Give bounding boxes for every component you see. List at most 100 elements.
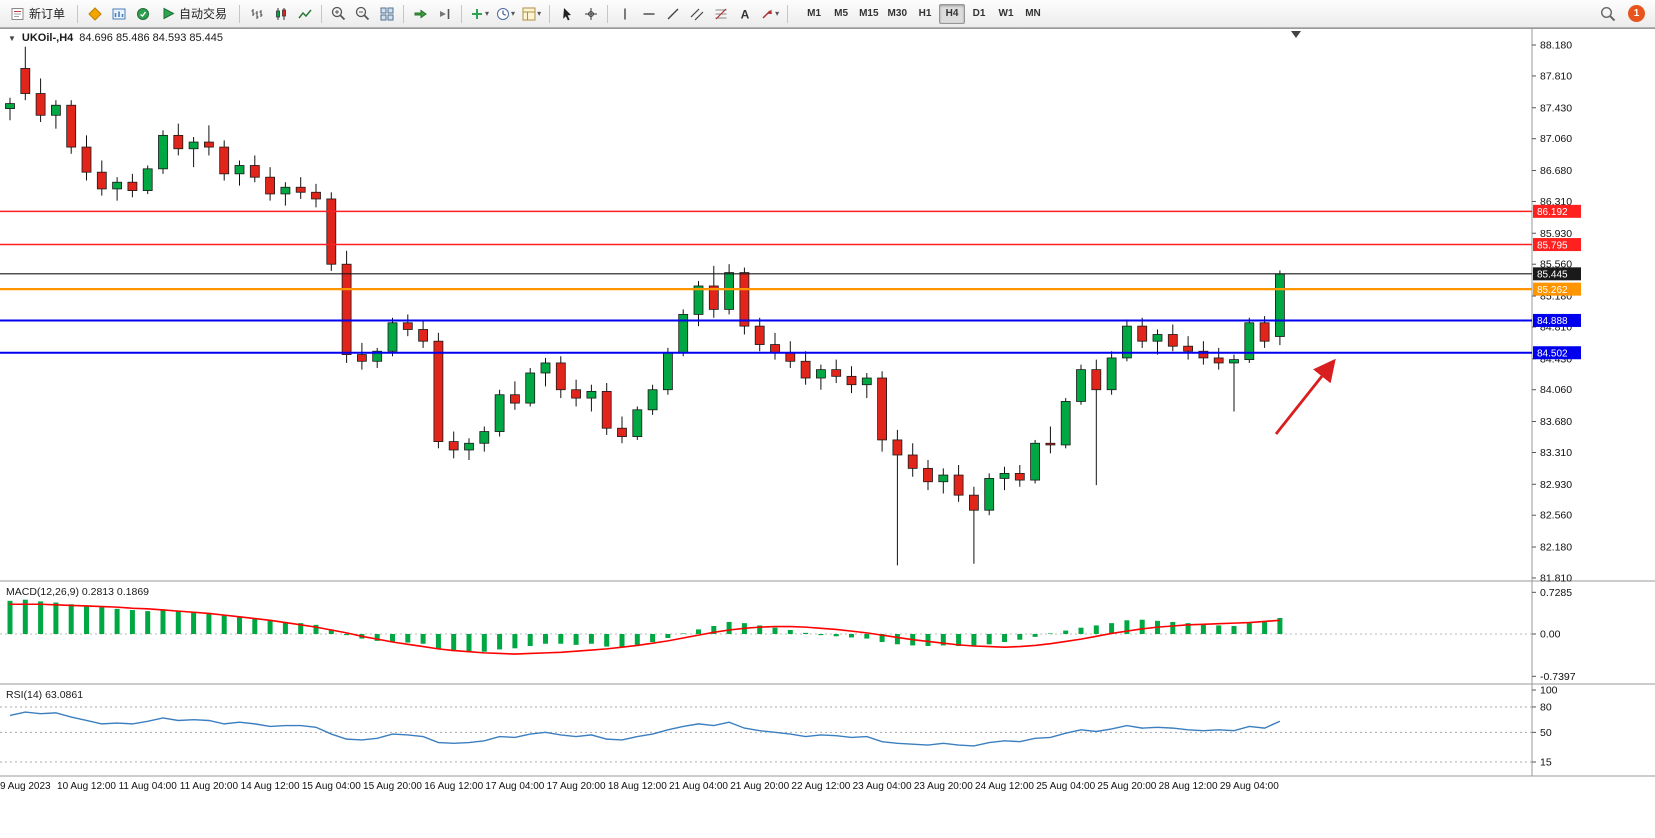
price-badge [1533, 282, 1581, 296]
data-window-button[interactable] [107, 3, 130, 25]
templates-button[interactable]: ▾ [519, 3, 544, 25]
price-axis: 88.18087.81087.43087.06086.68086.31085.9… [1532, 40, 1581, 584]
tile-windows-button[interactable] [375, 3, 398, 25]
timeframe-h4-button[interactable]: H4 [939, 3, 965, 24]
auto-trading-label: 自动交易 [179, 7, 228, 21]
timeframe-m5-button[interactable]: M5 [828, 4, 854, 24]
svg-text:22 Aug 12:00: 22 Aug 12:00 [791, 781, 850, 792]
macd-panel: 0.7285 0.00 -0.7397 [0, 587, 1576, 683]
fibonacci-icon [715, 8, 727, 19]
level-lines[interactable] [0, 210, 1532, 354]
svg-text:0.00: 0.00 [1540, 629, 1561, 641]
search-button[interactable] [1596, 3, 1619, 25]
trendline-icon [667, 8, 679, 19]
chart-shift-icon [440, 8, 450, 19]
svg-text:50: 50 [1540, 727, 1552, 739]
auto-scroll-icon [414, 9, 427, 18]
market-watch-icon [136, 7, 149, 20]
mql-community-button[interactable] [83, 3, 106, 25]
horizontal-line-button[interactable] [637, 3, 660, 25]
zoom-in-button[interactable] [327, 3, 350, 25]
new-order-button[interactable]: 新订单 [4, 3, 72, 25]
timeframe-h1-button[interactable]: H1 [912, 4, 938, 24]
fibonacci-button[interactable] [709, 3, 732, 25]
timeframe-w1-button[interactable]: W1 [993, 4, 1019, 24]
chevron-down-icon: ▾ [485, 9, 490, 18]
svg-text:80: 80 [1540, 701, 1552, 713]
candlestick-chart-button[interactable] [269, 3, 292, 25]
zoom-out-icon [355, 6, 370, 21]
svg-text:82.560: 82.560 [1540, 510, 1572, 522]
svg-text:-0.7397: -0.7397 [1540, 671, 1576, 683]
new-order-label: 新订单 [29, 7, 66, 21]
periods-button[interactable]: ▾ [493, 3, 518, 25]
timeframe-m30-button[interactable]: M30 [884, 4, 911, 24]
indicators-button[interactable]: ▾ [467, 3, 492, 25]
price-badge [1533, 346, 1581, 360]
chevron-down-icon[interactable]: ▼ [8, 33, 16, 43]
vertical-line-icon [623, 8, 626, 19]
svg-text:15 Aug 20:00: 15 Aug 20:00 [363, 781, 422, 792]
market-watch-button[interactable] [131, 3, 154, 25]
auto-scroll-button[interactable] [409, 3, 432, 25]
svg-text:85.930: 85.930 [1540, 228, 1572, 240]
svg-text:9 Aug 2023: 9 Aug 2023 [0, 781, 51, 792]
trendline-button[interactable] [661, 3, 684, 25]
svg-text:28 Aug 12:00: 28 Aug 12:00 [1159, 781, 1218, 792]
svg-text:15 Aug 04:00: 15 Aug 04:00 [302, 781, 361, 792]
cursor-button[interactable] [555, 3, 578, 25]
svg-text:10 Aug 12:00: 10 Aug 12:00 [57, 781, 116, 792]
chart-shift-button[interactable] [433, 3, 456, 25]
ohlc-values: 84.696 85.486 84.593 85.445 [79, 32, 224, 44]
svg-text:82.180: 82.180 [1540, 542, 1572, 554]
svg-text:11 Aug 04:00: 11 Aug 04:00 [119, 781, 178, 792]
notification-badge[interactable]: 1 [1628, 5, 1645, 22]
templates-icon [522, 7, 536, 20]
line-chart-button[interactable] [293, 3, 316, 25]
toolbar: 新订单 自动交易 [0, 0, 1655, 28]
svg-text:16 Aug 12:00: 16 Aug 12:00 [424, 781, 483, 792]
line-chart-icon [297, 9, 312, 18]
timeframe-m1-button[interactable]: M1 [801, 4, 827, 24]
svg-text:86.680: 86.680 [1540, 165, 1572, 177]
svg-text:86.192: 86.192 [1537, 207, 1568, 218]
toolbar-separator [239, 4, 241, 23]
timeframe-d1-button[interactable]: D1 [966, 4, 992, 24]
chart-canvas[interactable]: 88.18087.81087.43087.06086.68086.31085.9… [0, 28, 1655, 798]
zoom-out-button[interactable] [351, 3, 374, 25]
timeframe-mn-button[interactable]: MN [1020, 4, 1046, 24]
rsi-line [9, 711, 1281, 747]
bar-chart-button[interactable] [245, 3, 268, 25]
arrow-tool-icon [762, 9, 772, 19]
bar-chart-icon [251, 8, 263, 19]
svg-text:84.888: 84.888 [1537, 316, 1568, 327]
svg-text:25 Aug 20:00: 25 Aug 20:00 [1097, 781, 1156, 792]
svg-text:83.310: 83.310 [1540, 447, 1572, 459]
crosshair-button[interactable] [579, 3, 602, 25]
svg-text:84.502: 84.502 [1537, 349, 1568, 360]
channel-button[interactable] [685, 3, 708, 25]
chart-title: ▼ UKOil-,H4 84.696 85.486 84.593 85.445 [8, 32, 223, 44]
chart-shift-marker[interactable] [1291, 31, 1301, 38]
svg-text:17 Aug 20:00: 17 Aug 20:00 [547, 781, 606, 792]
toolbar-right: 1 [1596, 3, 1651, 25]
timeframe-m15-button[interactable]: M15 [855, 4, 882, 24]
chevron-down-icon: ▾ [537, 9, 542, 18]
candlestick-chart-icon [275, 7, 286, 20]
annotation-arrow[interactable] [1274, 358, 1336, 435]
toolbar-separator [549, 4, 551, 23]
arrows-button[interactable]: ▾ [757, 3, 782, 25]
text-button[interactable]: A [733, 3, 756, 25]
toolbar-separator [461, 4, 463, 23]
vertical-line-button[interactable] [613, 3, 636, 25]
price-badge [1533, 267, 1581, 281]
svg-text:11 Aug 20:00: 11 Aug 20:00 [180, 781, 239, 792]
crosshair-icon [584, 7, 597, 20]
toolbar-separator [321, 4, 323, 23]
auto-trading-button[interactable]: 自动交易 [155, 3, 234, 25]
cursor-arrow-icon [562, 7, 571, 20]
svg-text:25 Aug 04:00: 25 Aug 04:00 [1036, 781, 1095, 792]
svg-text:81.810: 81.810 [1540, 572, 1572, 584]
auto-trading-icon [163, 7, 175, 20]
text-icon: A [740, 7, 749, 21]
